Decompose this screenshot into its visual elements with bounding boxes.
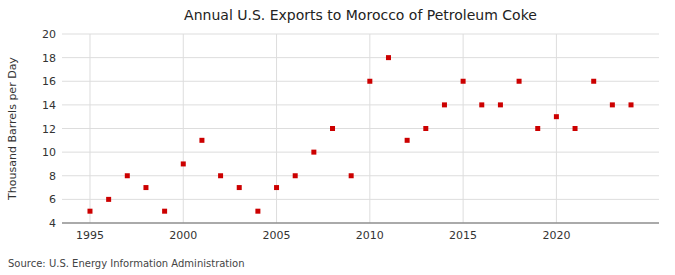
- point: [629, 102, 634, 107]
- point: [554, 114, 559, 119]
- y-grid-line: [62, 175, 659, 176]
- chart-container: 4 6 8 10 12 14 16 18 20 1995 2000 2005 2010 2015 2020 A…: [0, 0, 675, 275]
- y-grid-line: [62, 34, 659, 35]
- point: [535, 126, 540, 131]
- point: [125, 173, 130, 178]
- point: [442, 102, 447, 107]
- point: [610, 102, 615, 107]
- x-axis-line: [62, 223, 659, 224]
- y-tick-label: 18: [42, 52, 56, 65]
- point: [237, 185, 242, 190]
- x-tick-label: 1995: [76, 229, 104, 242]
- y-grid-line: [62, 104, 659, 105]
- point: [461, 79, 466, 84]
- y-grid-line: [62, 152, 659, 153]
- point: [386, 55, 391, 60]
- x-grid-line: [89, 34, 90, 223]
- points: [87, 55, 633, 214]
- y-tick-label: 14: [42, 99, 56, 112]
- y-tick-label: 12: [42, 123, 56, 136]
- point: [87, 209, 92, 214]
- x-tick-label: 2015: [449, 229, 477, 242]
- point: [573, 126, 578, 131]
- point: [181, 161, 186, 166]
- x-grid-line: [556, 34, 557, 223]
- y-tick-label: 16: [42, 75, 56, 88]
- grid: [62, 34, 659, 223]
- y-grid-line: [62, 223, 659, 224]
- y-grid-line: [62, 199, 659, 200]
- y-grid-line: [62, 128, 659, 129]
- point: [517, 79, 522, 84]
- point: [293, 173, 298, 178]
- x-tick-label: 2005: [263, 229, 291, 242]
- y-grid-line: [62, 57, 659, 58]
- point: [311, 150, 316, 155]
- point: [218, 173, 223, 178]
- source-note: Source: U.S. Energy Information Administ…: [8, 258, 245, 269]
- x-grid-line: [369, 34, 370, 223]
- y-tick-label: 10: [42, 146, 56, 159]
- x-grid-line: [276, 34, 277, 223]
- chart: 4 6 8 10 12 14 16 18 20 1995 2000 2005 2010 2015 2020 A…: [0, 0, 675, 275]
- point: [255, 209, 260, 214]
- point: [143, 185, 148, 190]
- point: [423, 126, 428, 131]
- x-grid-line: [463, 34, 464, 223]
- y-tick-label: 6: [49, 193, 56, 206]
- point: [330, 126, 335, 131]
- point: [199, 138, 204, 143]
- point: [591, 79, 596, 84]
- x-tick-label: 2020: [542, 229, 570, 242]
- x-tick-label: 2000: [169, 229, 197, 242]
- point: [479, 102, 484, 107]
- y-tick-label: 8: [49, 170, 56, 183]
- y-axis-label: Thousand Barrels per Day: [6, 57, 19, 201]
- title: Annual U.S. Exports to Morocco of Petrol…: [184, 7, 537, 23]
- point: [498, 102, 503, 107]
- point: [349, 173, 354, 178]
- point: [106, 197, 111, 202]
- point: [405, 138, 410, 143]
- ticks: 4 6 8 10 12 14 16 18 20 1995 2000 2005 2010 2015 2020: [42, 28, 570, 242]
- point: [274, 185, 279, 190]
- y-tick-label: 4: [49, 217, 56, 230]
- y-grid-line: [62, 81, 659, 82]
- y-tick-label: 20: [42, 28, 56, 41]
- point: [162, 209, 167, 214]
- x-grid-line: [183, 34, 184, 223]
- x-tick-label: 2010: [356, 229, 384, 242]
- point: [367, 79, 372, 84]
